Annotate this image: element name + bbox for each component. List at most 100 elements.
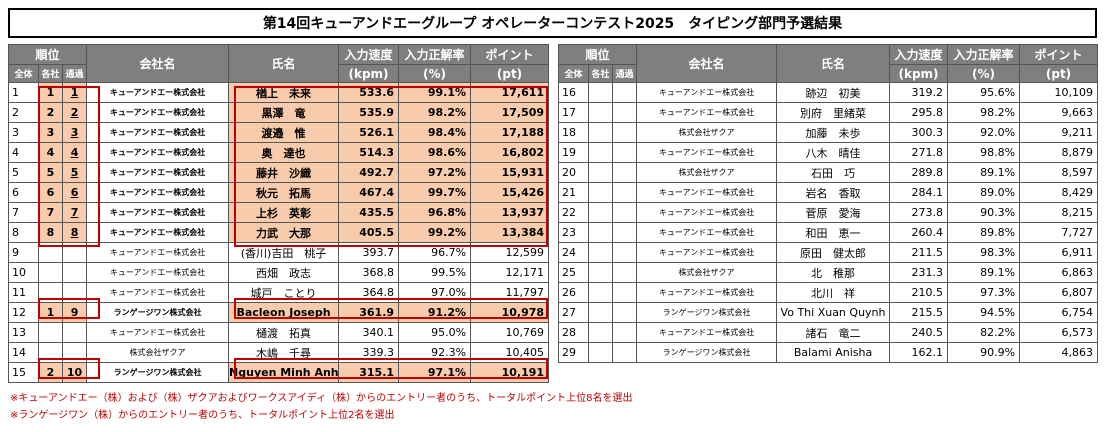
accuracy-cell: 82.2%: [947, 322, 1021, 343]
name-header: 氏名: [228, 44, 340, 83]
accuracy-cell: 92.0%: [947, 122, 1021, 143]
company-cell: キューアンドエー株式会社: [636, 202, 778, 223]
points-cell: 6,911: [1019, 242, 1099, 263]
speed-cell: 210.5: [889, 282, 949, 303]
rank-company-cell: [588, 302, 613, 323]
points-cell: 15,931: [470, 162, 550, 183]
accuracy-header: 入力正解率: [947, 44, 1021, 65]
rank-pass-cell: [611, 342, 638, 363]
points-cell: 6,807: [1019, 282, 1099, 303]
company-cell: キューアンドエー株式会社: [636, 222, 778, 243]
rank-company-cell: [588, 202, 613, 223]
speed-cell: 368.8: [338, 262, 400, 283]
company-cell: キューアンドエー株式会社: [636, 142, 778, 163]
accuracy-cell: 94.5%: [947, 302, 1021, 323]
points-cell: 10,978: [470, 302, 550, 323]
speed-header: 入力速度: [338, 44, 400, 65]
speed-cell: 295.8: [889, 102, 949, 123]
company-cell: キューアンドエー株式会社: [636, 242, 778, 263]
name-cell: 藤井 沙織: [228, 162, 340, 183]
rank-company-cell: [588, 102, 613, 123]
rank-all-cell: 8: [8, 222, 39, 243]
company-cell: キューアンドエー株式会社: [86, 202, 230, 223]
rank-all-cell: 24: [558, 242, 589, 263]
speed-cell: 339.3: [338, 342, 400, 363]
accuracy-unit-header: (%): [398, 64, 472, 83]
accuracy-cell: 97.2%: [398, 162, 472, 183]
name-cell: 上杉 英彰: [228, 202, 340, 223]
table-row: 28 キューアンドエー株式会社 諸石 竜二 240.5 82.2% 6,573: [558, 322, 1099, 343]
company-cell: キューアンドエー株式会社: [636, 82, 778, 103]
speed-cell: 315.1: [338, 362, 400, 383]
speed-cell: 240.5: [889, 322, 949, 343]
accuracy-cell: 90.3%: [947, 202, 1021, 223]
company-header: 会社名: [636, 44, 778, 83]
rank-pass-cell: 9: [61, 302, 88, 323]
rank-all-cell: 15: [8, 362, 39, 383]
rank-all-cell: 5: [8, 162, 39, 183]
speed-cell: 260.4: [889, 222, 949, 243]
rank-all-cell: 26: [558, 282, 589, 303]
points-cell: 13,384: [470, 222, 550, 243]
rank-all-cell: 13: [8, 322, 39, 343]
points-header: ポイント: [1019, 44, 1099, 65]
points-cell: 6,754: [1019, 302, 1099, 323]
speed-cell: 535.9: [338, 102, 400, 123]
table-row: 22 キューアンドエー株式会社 菅原 愛海 273.8 90.3% 8,215: [558, 202, 1099, 223]
table-row: 24 キューアンドエー株式会社 原田 健太郎 211.5 98.3% 6,911: [558, 242, 1099, 263]
accuracy-cell: 97.3%: [947, 282, 1021, 303]
table-row: 10 キューアンドエー株式会社 西畑 政志 368.8 99.5% 12,171: [8, 262, 550, 283]
rank-company-cell: 3: [38, 122, 63, 143]
rank-company-cell: [588, 222, 613, 243]
company-cell: キューアンドエー株式会社: [86, 82, 230, 103]
rank-company-cell: 2: [38, 362, 63, 383]
table-row: 15 2 10 ランゲージワン株式会社 Nguyen Minh Anh 315.1 97.1…: [8, 362, 550, 383]
table-row: 21 キューアンドエー株式会社 岩名 香取 284.1 89.0% 8,429: [558, 182, 1099, 203]
table-row: 29 ランゲージワン株式会社 Balami Anisha 162.1 90.9% 4,86…: [558, 342, 1099, 363]
rank-company-cell: [38, 242, 63, 263]
rank-company-cell: 2: [38, 102, 63, 123]
speed-cell: 271.8: [889, 142, 949, 163]
accuracy-cell: 98.8%: [947, 142, 1021, 163]
rank-pass-cell: 5: [61, 162, 88, 183]
rank-all-cell: 21: [558, 182, 589, 203]
note-line: ※ランゲージワン（株）からのエントリー者のうち、トータルポイント上位2名を選出: [10, 410, 395, 421]
table-row: 18 株式会社ザクア 加藤 未歩 300.3 92.0% 9,211: [558, 122, 1099, 143]
table-row: 8 8 8 キューアンドエー株式会社 力武 大那 405.5 99.2% 13,384: [8, 222, 550, 243]
rank-all-cell: 18: [558, 122, 589, 143]
company-cell: キューアンドエー株式会社: [636, 102, 778, 123]
rank-pass-cell: [611, 242, 638, 263]
points-cell: 15,426: [470, 182, 550, 203]
name-cell: 加藤 未歩: [776, 122, 891, 143]
accuracy-cell: 89.8%: [947, 222, 1021, 243]
accuracy-header: 入力正解率: [398, 44, 472, 65]
table-row: 3 3 3 キューアンドエー株式会社 渡邉 惟 526.1 98.4% 17,188: [8, 122, 550, 143]
company-cell: キューアンドエー株式会社: [86, 222, 230, 243]
table-row: 4 4 4 キューアンドエー株式会社奥 達也 514.3 98.6% 16,802: [8, 142, 550, 163]
speed-cell: 162.1: [889, 342, 949, 363]
company-cell: ランゲージワン株式会社: [86, 362, 230, 383]
name-cell: Balami Anisha: [776, 342, 891, 363]
accuracy-cell: 92.3%: [398, 342, 472, 363]
speed-unit-header: (kpm): [338, 64, 400, 83]
results-table-right: 順位 会社名 氏名 入力速度 入力正解率 ポイント 全体 各社 通過 (kpm)…: [557, 44, 1099, 363]
name-cell: 菅原 愛海: [776, 202, 891, 223]
speed-cell: 289.8: [889, 162, 949, 183]
points-cell: 13,937: [470, 202, 550, 223]
speed-cell: 215.5: [889, 302, 949, 323]
rank-all-cell: 10: [8, 262, 39, 283]
speed-cell: 467.4: [338, 182, 400, 203]
company-cell: キューアンドエー株式会社: [86, 162, 230, 183]
table-row: 14 株式会社ザクア 木嶋 千尋 339.3 92.3% 10,405: [8, 342, 550, 363]
rank-company-cell: [588, 242, 613, 263]
rank-company-cell: [38, 262, 63, 283]
rank-all-cell: 4: [8, 142, 39, 163]
rank-all-cell: 9: [8, 242, 39, 263]
rank-all-cell: 2: [8, 102, 39, 123]
table-row: 20 株式会社ザクア 石田 巧 289.8 89.1% 8,597: [558, 162, 1099, 183]
rank-pass-header: 通過: [611, 64, 638, 83]
rank-company-cell: [38, 282, 63, 303]
points-cell: 8,597: [1019, 162, 1099, 183]
rank-company-cell: [588, 142, 613, 163]
rank-pass-cell: [611, 142, 638, 163]
